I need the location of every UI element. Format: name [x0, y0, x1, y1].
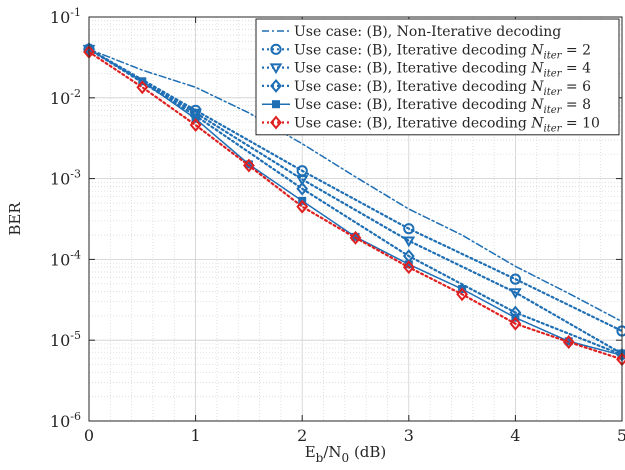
data-point [296, 181, 309, 196]
x-tick-label: 1 [191, 426, 201, 445]
x-tick-label: 3 [404, 426, 414, 445]
data-point [242, 158, 255, 173]
y-tick-label: 10-3 [50, 168, 81, 189]
y-tick-label: 10-6 [50, 410, 81, 431]
data-point [562, 335, 575, 349]
data-point [509, 316, 522, 331]
legend-label: Use case: (B), Iterative decoding Niter … [294, 42, 591, 61]
legend-entry: Use case: (B), Iterative decoding Niter … [262, 61, 591, 80]
data-point [402, 236, 416, 248]
data-point [296, 199, 309, 214]
legend-marker [270, 43, 282, 55]
series-line [87, 48, 624, 333]
series-5 [83, 44, 625, 367]
data-point [349, 230, 362, 245]
legend-entry: Use case: (B), Iterative decoding Niter … [262, 97, 591, 116]
legend-label: Use case: (B), Non-Iterative decoding [294, 24, 561, 40]
series-line [87, 50, 624, 361]
y-tick-label: 10-5 [50, 329, 81, 350]
legend-entry: Use case: (B), Non-Iterative decoding [262, 24, 561, 40]
data-point [136, 80, 149, 95]
x-tick-label: 4 [510, 426, 520, 445]
data-point [295, 175, 309, 186]
data-point [456, 287, 469, 302]
series-0 [88, 48, 623, 323]
legend-marker [269, 63, 283, 75]
legend-marker [272, 100, 280, 109]
y-tick-label: 10-1 [50, 6, 81, 27]
legend-entry: Use case: (B), Iterative decoding Niter … [262, 79, 591, 98]
data-point [402, 260, 415, 275]
data-point [189, 118, 202, 132]
legend-box [255, 18, 620, 136]
legend-label: Use case: (B), Iterative decoding Niter … [294, 61, 591, 80]
legend: Use case: (B), Non-Iterative decoding Use… [255, 18, 620, 136]
plot-frame [88, 16, 623, 422]
legend-marker [270, 115, 282, 130]
y-axis-label: BER [6, 202, 24, 236]
y-tick-label: 10-4 [50, 248, 81, 269]
legend-label: Use case: (B), Iterative decoding Niter … [294, 116, 600, 135]
legend-entry: Use case: (B), Iterative decoding Niter … [262, 42, 591, 61]
data-point [403, 223, 415, 235]
legend-marker [270, 78, 282, 93]
x-tick-label: 0 [84, 426, 94, 445]
axes: 0 1 2 3 4 5 10-6 10-5 10-4 10-3 10-2 10-1 [50, 6, 625, 445]
series-line [87, 48, 624, 355]
x-axis-label: Eb/N0 (dB) [305, 443, 387, 465]
series-line [88, 48, 623, 323]
y-tick-label: 10-2 [50, 87, 81, 108]
legend-label: Use case: (B), Iterative decoding Niter … [294, 97, 591, 116]
legend-entry: Use case: (B), Iterative decoding Niter … [262, 116, 600, 135]
x-tick-label: 2 [297, 426, 307, 445]
data-point [509, 288, 522, 300]
x-tick-label: 5 [617, 426, 625, 445]
series-line [87, 48, 624, 356]
data-point [509, 273, 522, 285]
legend-label: Use case: (B), Iterative decoding Niter … [294, 79, 591, 98]
